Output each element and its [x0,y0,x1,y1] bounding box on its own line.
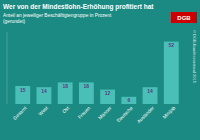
bar [15,86,30,104]
x-tick-label: Gesamt [12,105,28,121]
chart: Wer von der Mindestlohn-Erhöhung profiti… [0,0,200,140]
x-tick-label: Männer [98,105,113,120]
y-axis-line [7,32,8,104]
x-tick-label: Frauen [77,105,92,120]
data-label: 18 [84,83,90,89]
bars [15,42,178,104]
background [0,0,200,140]
subtitle-line: (gerundet) [3,19,26,24]
data-label: 14 [41,88,47,94]
bar [143,87,158,104]
subtitle: Anteil an jeweiliger Beschäftigtengruppe… [3,13,112,24]
data-label: 6 [127,97,130,103]
data-label: 52 [168,42,174,48]
bar [58,82,73,104]
x-tick-label: Deutsche [116,105,134,123]
x-tick-label: West [38,105,50,117]
x-tick-label: Minijob [162,105,177,120]
x-tick-label: Ost [61,105,70,114]
bar [164,42,179,104]
bar [37,87,52,104]
logo-box [171,12,197,23]
subtitle-line: Anteil an jeweiliger Beschäftigtengruppe… [3,13,112,18]
bar [100,90,115,104]
data-label: 12 [105,90,111,96]
x-tick-label: Ausländer [136,105,155,124]
data-label: 15 [20,87,26,93]
source-text: © DGB-Bundesvorstand 2015 [192,30,197,84]
data-label: 18 [62,83,68,89]
labels: 15 14 18 18 12 6 14 52 [20,42,174,103]
bar [79,82,94,104]
logo-text: DGB [177,15,191,21]
bar [121,97,136,104]
title: Wer von der Mindestlohn-Erhöhung profiti… [3,3,154,11]
data-label: 14 [147,88,153,94]
chart-container: Wer von der Mindestlohn-Erhöhung profiti… [0,0,200,140]
